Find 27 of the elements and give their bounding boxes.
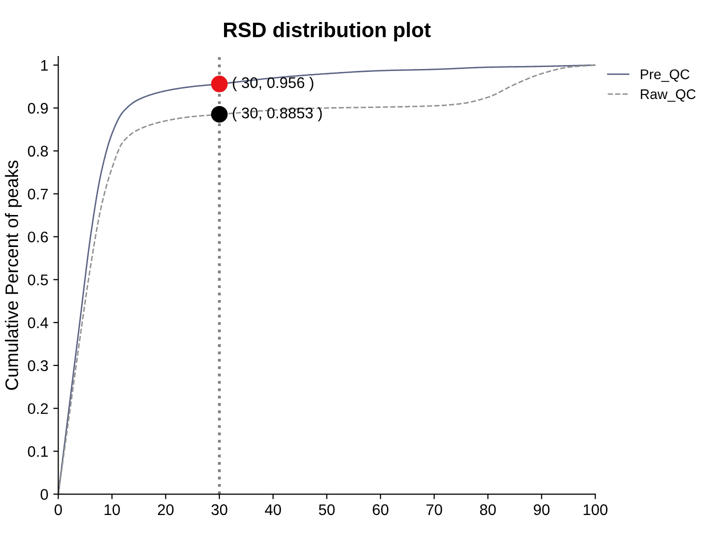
x-tick-label: 70 [426,504,442,516]
y-tick-label: 0.6 [28,232,48,242]
x-tick-label: 90 [534,504,550,516]
x-tick-label: 30 [211,504,228,516]
x-tick-label: 80 [480,504,496,516]
data-label: ( 30, 0.8853 ) [232,107,322,122]
y-tick-label: 0.5 [28,274,48,286]
legend-label: Pre_QC [640,69,690,82]
y-tick-label: 0.7 [28,188,48,200]
y-tick-label: 0.2 [28,403,48,414]
y-tick-label: 1 [41,60,48,71]
x-tick-label: 10 [104,504,120,516]
y-tick-label: 0.4 [28,317,48,328]
y-tick-label: 0.9 [28,102,48,114]
x-tick-label: 100 [584,504,608,516]
x-tick-label: 50 [318,504,335,516]
chart-title: RSD distribution plot [224,22,431,42]
y-tick-label: 0.8 [28,146,48,157]
y-tick-label: 0.3 [28,360,48,372]
y-axis-title: Cumulative Percent of peaks [4,160,22,390]
x-tick-label: 40 [264,504,281,516]
legend-label: Raw_QC [640,89,696,102]
x-tick-label: 20 [158,504,174,516]
y-tick-label: 0.1 [28,446,48,457]
y-tick-label: 0 [40,489,48,500]
x-tick-label: 60 [372,504,388,516]
x-tick-label: 0 [54,504,62,516]
